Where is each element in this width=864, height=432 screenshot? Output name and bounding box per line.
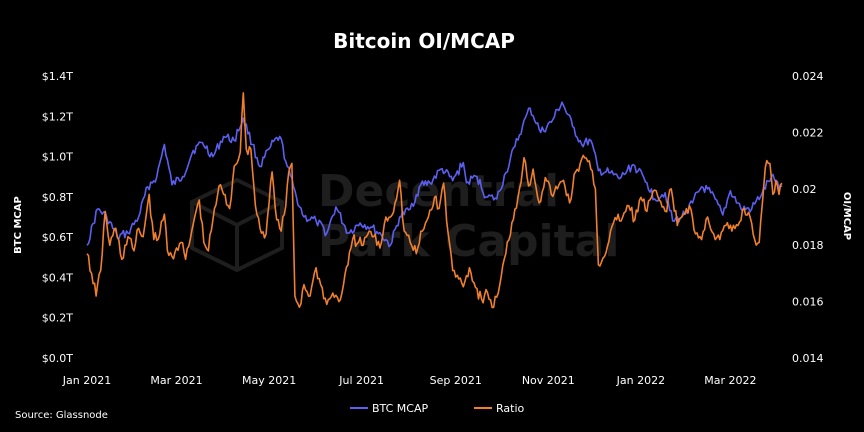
series-line-ratio	[86, 92, 783, 309]
y-left-tick-label: $1.4T	[42, 70, 73, 83]
y-left-tick-label: $0.0T	[42, 352, 73, 365]
y-right-tick-label: 0.02	[792, 183, 817, 196]
legend-item-btc-mcap[interactable]: BTC MCAP	[350, 402, 428, 415]
legend-item-ratio[interactable]: Ratio	[474, 402, 525, 415]
x-tick-label: May 2021	[242, 374, 296, 387]
y-left-tick-label: $1.2T	[42, 110, 73, 123]
x-tick-label: Jan 2022	[616, 374, 665, 387]
y-right-tick-label: 0.022	[792, 126, 824, 139]
x-axis-ticks: Jan 2021 Mar 2021 May 2021 Jul 2021 Sep 2021…	[62, 374, 757, 387]
series-line-btc-mcap	[86, 101, 783, 248]
legend-label: BTC MCAP	[372, 402, 428, 415]
y-right-tick-label: 0.018	[792, 239, 824, 252]
x-tick-label: Mar 2021	[150, 374, 202, 387]
y-left-tick-label: $0.6T	[42, 231, 73, 244]
watermark-line-2: Park Capital	[318, 216, 619, 267]
x-tick-label: Sep 2021	[430, 374, 482, 387]
y-axis-left-title: BTC MCAP	[13, 196, 24, 254]
chart-title: Bitcoin OI/MCAP	[333, 29, 515, 53]
x-tick-label: Nov 2021	[522, 374, 575, 387]
y-right-tick-label: 0.014	[792, 352, 824, 365]
x-tick-label: Jan 2021	[62, 374, 111, 387]
legend: BTC MCAP Ratio	[350, 402, 525, 415]
legend-label: Ratio	[496, 402, 525, 415]
y-left-tick-label: $1.0T	[42, 151, 73, 164]
watermark-logo-icon	[190, 177, 284, 273]
y-left-tick-label: $0.2T	[42, 312, 73, 325]
y-axis-right-ticks: 0.014 0.016 0.018 0.02 0.022 0.024	[792, 70, 824, 365]
y-axis-right-title: OI/MCAP	[841, 192, 852, 240]
y-left-tick-label: $0.4T	[42, 271, 73, 284]
y-right-tick-label: 0.024	[792, 70, 824, 83]
source-note: Source: Glassnode	[15, 410, 108, 421]
series-layer	[86, 92, 783, 309]
x-tick-label: Jul 2021	[338, 374, 384, 387]
y-right-tick-label: 0.016	[792, 296, 824, 309]
y-axis-left-ticks: $0.0T $0.2T $0.4T $0.6T $0.8T $1.0T $1.2T $1.4T	[42, 70, 73, 365]
y-left-tick-label: $0.8T	[42, 191, 73, 204]
x-tick-label: Mar 2022	[704, 374, 756, 387]
